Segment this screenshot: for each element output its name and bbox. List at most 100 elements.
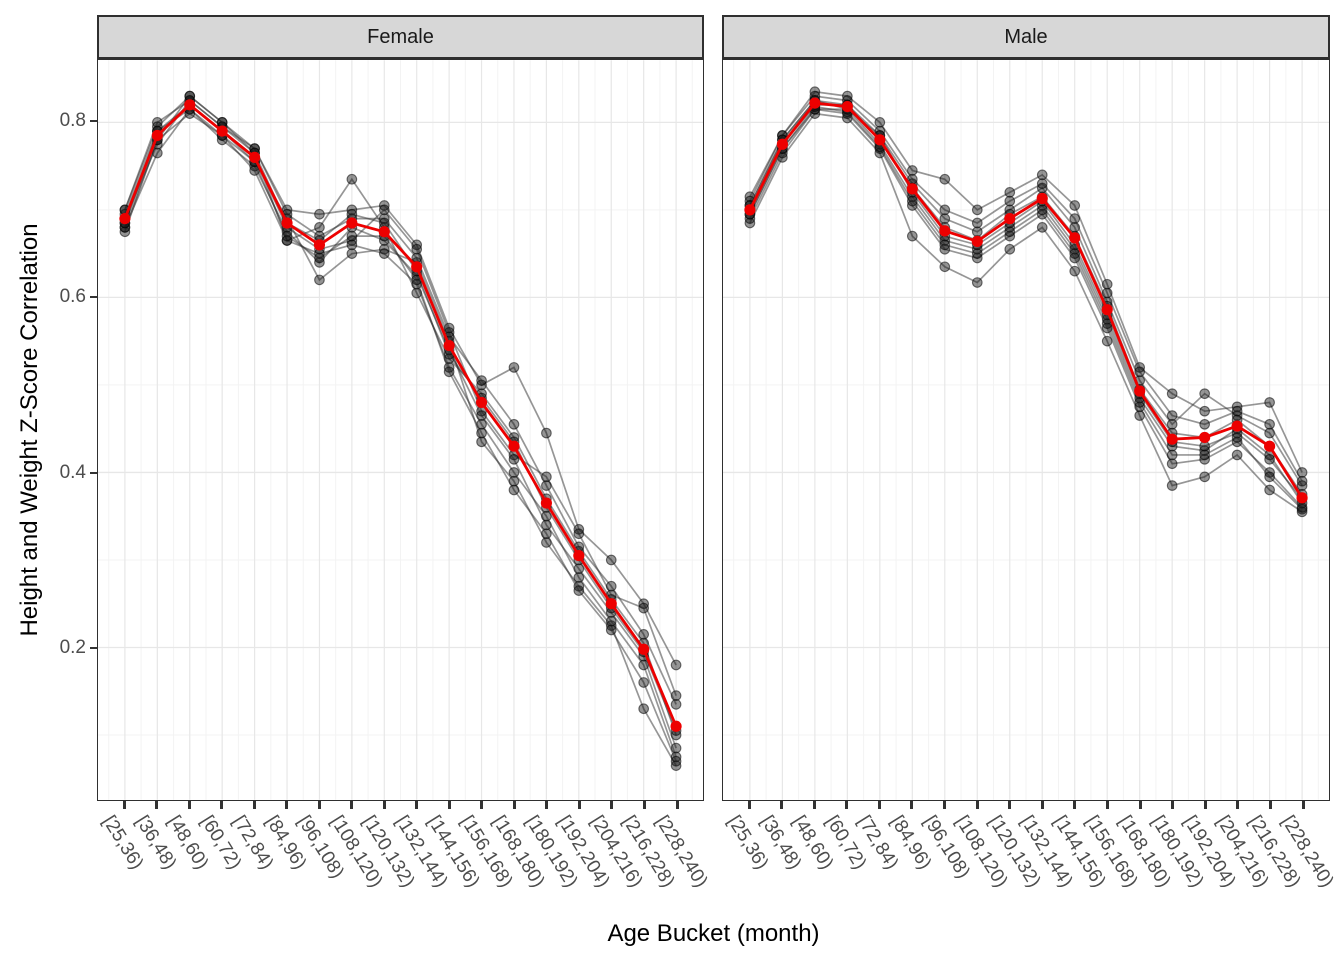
gray-data-point [508, 453, 520, 465]
x-axis-tick [1301, 801, 1305, 809]
mean-data-point [841, 101, 853, 113]
x-axis-tick [780, 801, 784, 809]
gray-data-point [1036, 178, 1048, 189]
mean-data-point [906, 183, 918, 195]
gray-data-point [1004, 195, 1016, 207]
gray-data-point [971, 248, 983, 259]
mean-data-point [971, 235, 983, 247]
x-axis-tick [610, 801, 614, 809]
x-axis-tick [1040, 801, 1044, 809]
mean-data-point [573, 550, 585, 562]
gray-data-point [638, 602, 649, 614]
mean-data-point [874, 134, 886, 146]
facet-strip-label-male: Male [1004, 25, 1048, 48]
gray-data-point [314, 208, 325, 220]
gray-data-point [971, 226, 983, 238]
gray-data-point [939, 261, 951, 273]
mean-data-point [1036, 192, 1048, 205]
x-axis-tick [975, 801, 979, 809]
mean-data-point [540, 497, 552, 509]
mean-data-point [809, 97, 821, 109]
gray-data-point [1199, 449, 1210, 461]
x-axis-tick [1138, 801, 1142, 809]
x-axis-tick [675, 801, 679, 809]
mean-data-point [1264, 440, 1276, 452]
gray-data-point [541, 427, 552, 439]
gray-data-point [605, 615, 617, 627]
gray-data-point [670, 699, 682, 710]
y-axis-tick-label: 0.2 [59, 637, 86, 659]
gray-data-point [541, 528, 552, 540]
gray-series-line [124, 94, 677, 731]
gray-data-point [1296, 503, 1308, 515]
gray-data-point [1134, 397, 1146, 408]
y-axis-tick [90, 295, 97, 298]
gray-data-point [906, 230, 918, 242]
mean-data-point [1101, 304, 1113, 316]
mean-data-point [1166, 433, 1178, 445]
y-axis-tick-label: 0.4 [59, 461, 86, 483]
gray-data-point [638, 677, 649, 688]
gray-data-point [573, 585, 585, 596]
gray-series-run-5 [744, 90, 1308, 487]
plot-panel-male [722, 59, 1330, 801]
gray-data-point [314, 252, 325, 264]
gray-data-point [670, 755, 682, 767]
gray-data-point [346, 239, 358, 251]
gray-data-point [874, 117, 886, 128]
gray-data-point [314, 222, 325, 233]
gray-data-point [906, 165, 918, 176]
gray-data-point [1101, 287, 1113, 299]
gray-data-point [1264, 471, 1275, 483]
gray-data-point [378, 248, 390, 259]
x-axis-tick [910, 801, 914, 809]
gray-data-point [1264, 484, 1275, 496]
y-axis-tick [90, 120, 97, 123]
gray-data-point [1296, 475, 1308, 487]
gray-data-point [939, 213, 951, 224]
x-axis-tick [747, 801, 751, 809]
gray-data-point [1069, 265, 1081, 277]
gray-data-point [346, 248, 358, 259]
y-axis-tick-label: 0.8 [59, 110, 86, 132]
gray-data-point [1166, 410, 1178, 421]
x-axis-tick [155, 801, 159, 809]
x-axis-tick [415, 801, 419, 809]
gray-data-point [605, 554, 617, 566]
gray-data-point [939, 173, 951, 185]
y-axis-tick [90, 647, 97, 650]
mean-data-point [508, 440, 520, 452]
mean-data-point [443, 339, 455, 352]
gray-data-point [1264, 418, 1275, 430]
mean-data-point [313, 239, 326, 251]
x-axis-tick [642, 801, 646, 809]
mean-data-point [1134, 385, 1146, 397]
x-axis-tick [480, 801, 484, 809]
gray-data-point [1069, 213, 1081, 224]
gray-data-point [638, 629, 649, 640]
x-axis-tick [187, 801, 191, 809]
x-axis-tick [317, 801, 321, 809]
gray-data-point [1069, 248, 1081, 259]
mean-data-point [411, 261, 423, 273]
x-axis-tick [1236, 801, 1240, 809]
x-axis-tick [350, 801, 354, 809]
gray-data-point [1036, 204, 1048, 216]
mean-series [119, 99, 682, 732]
gray-series-line [749, 90, 1303, 473]
gray-data-point [346, 230, 358, 242]
mean-data-point [776, 138, 788, 150]
gray-data-point [1231, 405, 1243, 417]
gray-data-point [1199, 388, 1210, 400]
x-axis-tick [877, 801, 881, 809]
gray-data-point [638, 703, 649, 715]
x-axis-tick [577, 801, 581, 809]
gray-data-point [605, 580, 617, 592]
y-axis-title: Height and Weight Z-Score Correlation [16, 223, 43, 637]
x-axis-tick [1171, 801, 1175, 809]
gray-data-point [508, 484, 520, 496]
gray-data-point [443, 366, 455, 378]
gray-series-line [749, 105, 1303, 510]
gray-data-point [605, 624, 617, 636]
plot-area-male [723, 60, 1329, 800]
